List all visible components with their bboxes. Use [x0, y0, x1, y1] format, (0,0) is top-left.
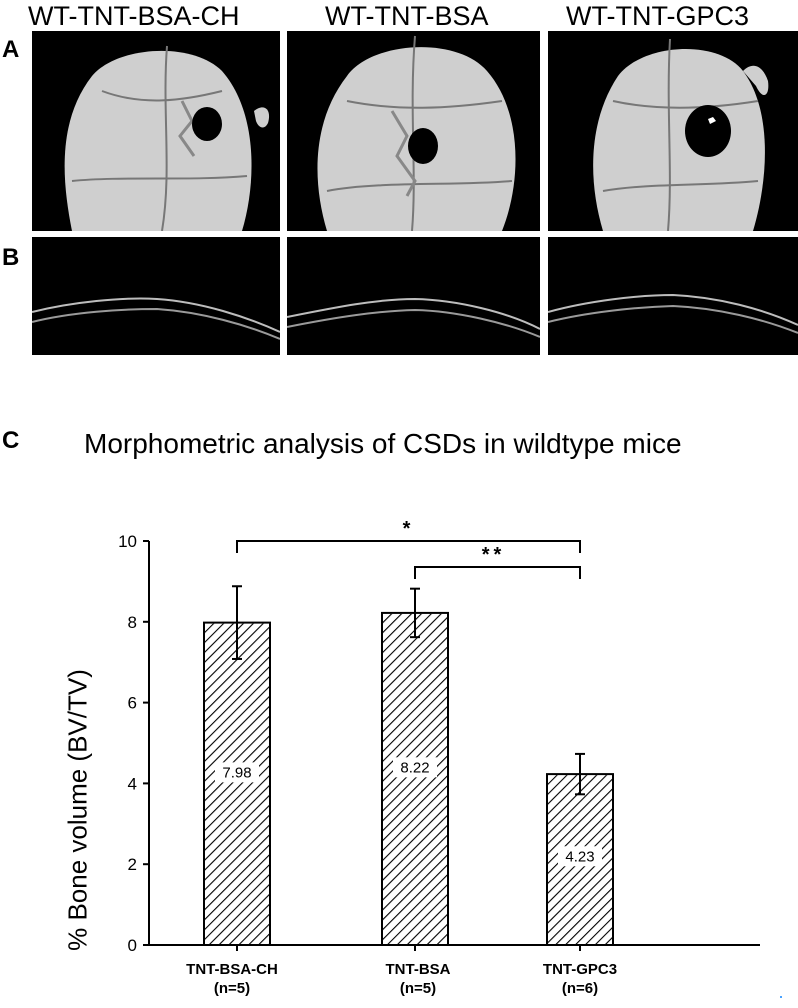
skull-image-2: [287, 31, 540, 231]
y-tick-label-4: 8: [128, 613, 137, 632]
column-title-3: WT-TNT-GPC3: [566, 1, 749, 31]
panel-letter-a: A: [2, 36, 20, 63]
panel-letter-b: B: [2, 244, 20, 271]
value-label-1: 8.22: [400, 759, 429, 776]
y-tick-label-2: 4: [128, 774, 137, 793]
column-title-1: WT-TNT-BSA-CH: [28, 1, 240, 31]
chart-title: Morphometric analysis of CSDs in wildtyp…: [84, 428, 682, 459]
slice-image-3: [548, 237, 798, 355]
bar-hatch-0: [205, 623, 269, 944]
bar-hatch-1: [383, 613, 447, 944]
value-label-bg-0: [215, 762, 259, 783]
stray-mark: [780, 996, 782, 998]
skull-image-1: [32, 31, 280, 231]
value-label-bg-2: [558, 846, 602, 867]
category-label-2: TNT-BSA (n=5): [385, 961, 451, 997]
y-tick-label-5: 10: [118, 532, 137, 551]
significance-label-0: *: [403, 518, 415, 540]
slice-image-2: [287, 237, 540, 355]
value-label-bg-1: [393, 757, 437, 778]
column-title-2: WT-TNT-BSA: [325, 1, 489, 31]
y-tick-label-1: 2: [128, 855, 137, 874]
panel-letter-c: C: [2, 427, 20, 454]
significance-bracket-0: [236, 540, 581, 553]
slice-image-1: [32, 237, 280, 355]
skull-image-3: [548, 31, 798, 231]
y-tick-label-0: 0: [128, 936, 137, 955]
y-tick-label-3: 6: [128, 694, 137, 713]
significance-label-1: **: [482, 544, 506, 566]
value-label-2: 4.23: [565, 848, 594, 865]
significance-bracket-1: [414, 566, 581, 579]
value-label-0: 7.98: [222, 764, 251, 781]
category-label-1: TNT-BSA-CH (n=5): [186, 961, 278, 997]
category-label-3: TNT-GPC3 (n=6): [542, 961, 618, 997]
